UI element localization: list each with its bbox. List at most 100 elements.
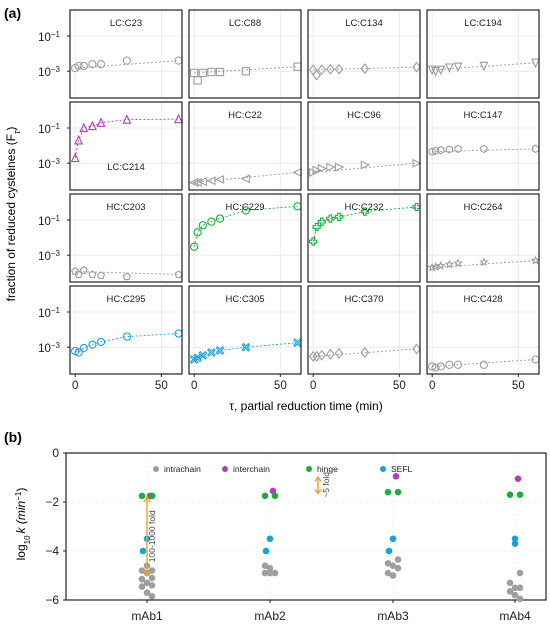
- fit-line: [432, 148, 536, 153]
- subplot-title: HC:C295: [106, 294, 145, 305]
- marker-x-square: [207, 348, 216, 357]
- ytick-label: 10−3: [38, 341, 60, 356]
- marker-triangle-right: [334, 162, 345, 172]
- marker-triangle-right: [326, 162, 336, 172]
- point-sefl: [511, 540, 519, 547]
- fit-line: [74, 118, 179, 158]
- point-hinge: [138, 492, 146, 500]
- marker-hexagon: [480, 144, 488, 154]
- subplot-frame: [426, 193, 540, 283]
- subplot-frame: [426, 9, 540, 99]
- subplot-title: HC:C232: [344, 202, 383, 213]
- subplot-title: HC:C428: [463, 294, 502, 305]
- ytick-label: 10−1: [38, 29, 60, 44]
- ytick-base: 10: [38, 251, 51, 263]
- point-intrachain: [511, 591, 519, 599]
- subplot-frame: [188, 9, 302, 99]
- subplot-hc-c264: HC:C264: [426, 193, 541, 283]
- point-hinge: [271, 492, 279, 500]
- point-intrachain: [506, 588, 514, 595]
- subplot-background: [427, 194, 539, 282]
- point-intrachain: [261, 569, 269, 577]
- panel-b-ylabel: log10 k (min−1): [14, 488, 32, 561]
- subplot-hc-c229: HC:C229: [188, 193, 302, 283]
- point-intrachain: [266, 569, 274, 577]
- subplot-frame: [426, 285, 540, 375]
- xtick-label: 0: [429, 380, 435, 392]
- marker-x-square: [189, 355, 199, 364]
- marker-triangle-up: [87, 120, 97, 131]
- subplot-hc-c232: HC:C232: [307, 193, 421, 283]
- marker-triangle-down: [431, 67, 441, 77]
- marker-pentagon: [88, 270, 97, 278]
- subplot-hc-c428: HC:C428 0 50: [426, 285, 540, 392]
- marker-diamond: [312, 69, 321, 81]
- marker-triangle-right: [412, 158, 422, 168]
- panel-a-xlabel: τ, partial reduction time (min): [229, 399, 382, 413]
- subplot-title: LC:C23: [110, 18, 142, 29]
- marker-circle: [96, 337, 106, 347]
- marker-circle: [190, 242, 199, 251]
- marker-triangle-left: [240, 174, 251, 184]
- subplot-background: [308, 102, 420, 190]
- ytick-base: 10: [38, 159, 51, 171]
- subplot-frame: [188, 193, 302, 283]
- fit-line: [75, 333, 179, 354]
- marker-x-square: [241, 342, 251, 352]
- marker-circle: [79, 61, 88, 71]
- ytick-exp: −1: [51, 213, 61, 222]
- ytick-base: 10: [38, 216, 51, 228]
- marker-circle: [193, 228, 202, 237]
- point-hinge: [516, 491, 524, 498]
- ytick-exp: −3: [51, 157, 61, 166]
- marker-circle: [479, 360, 489, 369]
- marker-hexagon: [431, 146, 440, 156]
- subplot-frame: [69, 9, 183, 99]
- point-hinge: [394, 488, 402, 496]
- marker-circle: [79, 343, 88, 353]
- marker-diamond: [317, 64, 327, 76]
- point-intrachain: [511, 584, 519, 592]
- marker-x-square: [198, 350, 208, 360]
- marker-triangle-right: [317, 164, 328, 173]
- legend-label-intrachain: intrachain: [164, 464, 201, 474]
- point-intrachain: [148, 582, 156, 589]
- fit-line: [312, 206, 417, 242]
- subplot-title: LC:C194: [464, 18, 502, 29]
- fold-arrowhead-bottom: [143, 570, 151, 577]
- panel-b-label: (b): [4, 429, 22, 445]
- marker-plus: [326, 214, 335, 223]
- marker-star: [530, 255, 541, 265]
- subplot-background: [308, 10, 420, 98]
- ytick-label: −2: [45, 495, 59, 509]
- marker-diamond: [317, 349, 327, 361]
- fit-line: [313, 66, 417, 71]
- xtick-label-mab3: mAb3: [377, 609, 409, 623]
- subplot-frame: [69, 101, 183, 191]
- fold-arrowhead-top: [143, 495, 151, 503]
- marker-diamond: [334, 347, 344, 359]
- marker-hexagon: [428, 147, 436, 156]
- marker-triangle-up: [96, 117, 106, 127]
- fit-line: [432, 62, 536, 71]
- marker-square: [193, 76, 202, 85]
- ytick-label: 0: [52, 446, 59, 460]
- subplot-background: [427, 10, 539, 98]
- marker-square: [207, 67, 216, 77]
- subplot-frame: [307, 285, 421, 375]
- ylabel-exp: −1: [14, 491, 23, 501]
- subplot-title: LC:C88: [229, 18, 261, 29]
- marker-triangle-left: [197, 177, 207, 187]
- point-sefl: [266, 535, 274, 543]
- fit-line: [75, 60, 179, 69]
- marker-hexagon: [445, 145, 454, 154]
- point-intrachain: [143, 589, 151, 596]
- marker-circle: [122, 332, 132, 341]
- marker-plus: [360, 207, 370, 216]
- subplot-frame: [307, 193, 421, 283]
- marker-diamond: [412, 61, 421, 73]
- marker-circle: [88, 60, 97, 69]
- legend-label-interchain: interchain: [233, 464, 270, 474]
